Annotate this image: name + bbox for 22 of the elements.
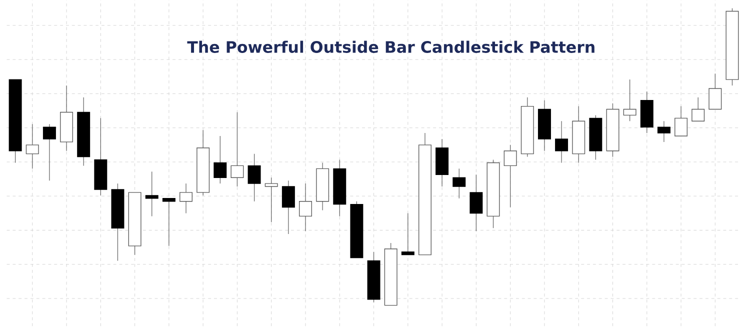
candlestick: [282, 180, 295, 234]
text: The Powerful Outside Bar Candlestick Pattern: [187, 40, 594, 53]
candlestick: [657, 120, 670, 142]
candlestick: [452, 168, 466, 199]
candlestick: [248, 154, 261, 202]
candlestick: [623, 79, 636, 122]
candlestick: [264, 177, 278, 222]
candlestick: [470, 174, 483, 232]
candlestick: [162, 198, 176, 246]
candlestick: [299, 183, 312, 232]
candlestick: [401, 212, 414, 256]
candlestick: [555, 120, 568, 164]
candlestick: [180, 183, 192, 214]
candlestick: [504, 144, 517, 208]
candlestick: [692, 97, 705, 122]
candlestick: [26, 124, 39, 170]
candlestick: [230, 112, 244, 187]
candlestick: [708, 73, 722, 110]
candlestick: [214, 136, 227, 184]
candlestick: [145, 171, 158, 217]
candlestick: [674, 106, 688, 136]
candlestick: [42, 124, 56, 181]
